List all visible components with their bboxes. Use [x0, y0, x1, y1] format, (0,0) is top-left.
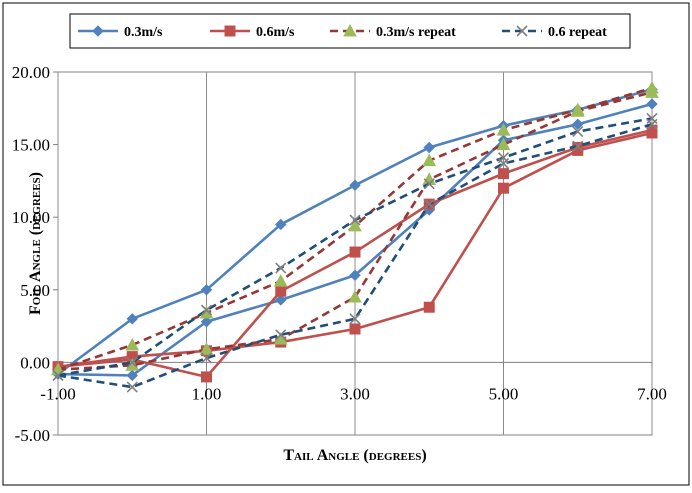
x-tick-label: 5.00 [489, 384, 519, 403]
data-point-marker [349, 313, 361, 325]
data-point-marker [200, 304, 213, 316]
y-tick-label: 20.00 [12, 63, 50, 82]
data-point-marker [275, 218, 287, 231]
x-tick-label: 7.00 [637, 384, 667, 403]
data-point-marker [273, 274, 288, 287]
data-point-marker [201, 371, 212, 383]
y-tick-label: 5.00 [20, 281, 50, 300]
data-point-marker [516, 25, 528, 37]
data-point-marker [498, 182, 509, 194]
data-point-marker [348, 290, 362, 303]
data-point-marker [126, 356, 138, 368]
y-tick-label: -5.00 [15, 426, 50, 445]
data-point-marker [422, 153, 437, 167]
data-point-marker [200, 316, 213, 328]
data-point-marker [126, 381, 138, 393]
data-point-marker [126, 369, 138, 382]
series-0-6m-s [52, 124, 658, 383]
legend-label: 0.6 repeat [548, 25, 607, 40]
data-point-marker [52, 369, 64, 382]
data-point-marker [224, 25, 236, 37]
data-point-marker [349, 214, 361, 226]
data-point-marker [275, 262, 287, 274]
chart-outer-border [2, 2, 690, 486]
data-point-marker [349, 269, 361, 281]
data-point-marker [498, 168, 509, 180]
data-series [51, 80, 659, 393]
data-point-marker [275, 294, 287, 306]
data-point-marker [423, 301, 435, 313]
data-point-marker [496, 137, 511, 151]
legend: 0.3m/s 0.6m/s 0.3m/s repeat 0.6 repeat [69, 13, 631, 49]
data-point-marker [200, 352, 213, 364]
data-point-marker [349, 179, 361, 191]
data-point-marker [200, 284, 213, 296]
data-point-marker [496, 123, 511, 136]
x-axis-title: Tail Angle (degrees) [283, 447, 426, 464]
data-point-marker [423, 178, 435, 190]
data-point-marker [572, 125, 584, 138]
data-point-marker [645, 85, 659, 98]
data-point-marker [348, 218, 362, 232]
series-line [57, 91, 653, 371]
data-point-marker [126, 313, 138, 325]
data-point-marker [646, 118, 658, 130]
data-point-marker [423, 198, 435, 210]
data-point-marker [572, 140, 584, 152]
data-point-marker [423, 141, 435, 154]
data-point-marker [125, 337, 140, 351]
data-point-marker [572, 118, 584, 130]
data-point-marker [199, 342, 214, 355]
legend-label: 0.3m/s repeat [376, 25, 456, 40]
data-point-marker [497, 157, 510, 170]
data-point-marker [349, 323, 361, 335]
legend-label: 0.6m/s [256, 25, 295, 40]
series-0-6-repeat [52, 112, 658, 393]
legend-label: 0.3m/s [124, 25, 163, 40]
data-point-marker [275, 285, 287, 297]
y-tick-label: 15.00 [12, 136, 50, 155]
x-tick-label: -1.00 [40, 384, 75, 403]
x-tick-label: 1.00 [192, 384, 222, 403]
data-point-marker [570, 104, 585, 117]
data-point-marker [646, 98, 658, 110]
y-tick-label: 0.00 [20, 353, 50, 372]
x-tick-label: 3.00 [340, 384, 370, 403]
y-tick-label: 10.00 [12, 208, 50, 227]
y-axis-title: Foil Angle (degrees) [27, 172, 44, 315]
axis-titles: Tail Angle (degrees) Foil Angle (degrees) [27, 172, 427, 464]
data-point-marker [343, 23, 357, 37]
data-point-marker [92, 25, 104, 37]
tick-labels: -5.00 0.00 5.00 10.00 15.00 20.00 -1.00 1.00 3.0… [12, 63, 667, 445]
data-point-marker [349, 246, 361, 258]
data-point-marker [275, 329, 287, 341]
